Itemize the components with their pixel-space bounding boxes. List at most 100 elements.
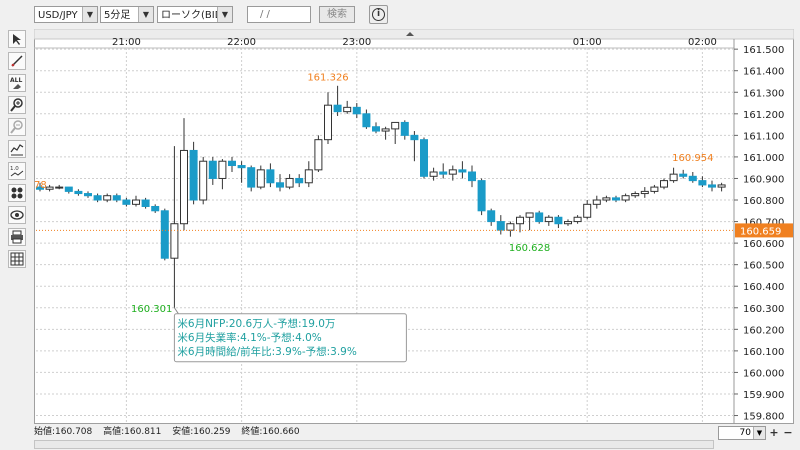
indicator-button[interactable] — [8, 140, 26, 158]
annotation-line: 米6月時間給/前年比:3.9%-予想:3.9% — [177, 345, 356, 358]
candle-body — [103, 195, 112, 201]
eye-icon — [10, 210, 24, 220]
timeframe-select[interactable]: 5分足 ▼ — [100, 6, 154, 23]
ohlc-status-bar: 始値:160.708 高値:160.811 安値:160.259 終値:160.… — [34, 425, 714, 439]
candlestick-chart[interactable]: 161.500 161.400 161.300 161.200 161.100 161.0… — [34, 29, 794, 424]
chevron-down-icon: ▼ — [82, 7, 97, 22]
candle-body — [314, 139, 323, 171]
numeric-indicator-button[interactable]: 1.0 — [8, 162, 26, 180]
candle-body — [199, 160, 208, 201]
high-price-label: 160.954 — [672, 153, 713, 164]
y-tick-label: 160.700 — [743, 218, 784, 229]
cursor-icon — [13, 34, 21, 45]
candle-body — [439, 171, 448, 175]
y-tick-label: 161.000 — [743, 153, 784, 164]
candle-body — [304, 169, 313, 184]
annotation-line: 米6月失業率:4.1%-予想:4.0% — [177, 331, 321, 344]
y-tick-label: 159.900 — [743, 390, 784, 401]
candle-body — [151, 205, 160, 212]
all-erase-icon: ALL — [10, 77, 22, 89]
zoom-in-icon — [10, 98, 23, 112]
candle-body — [429, 171, 438, 177]
candle-body — [400, 121, 409, 136]
annotation-pointer — [173, 307, 179, 315]
currency-pair-select[interactable]: USD/JPY ▼ — [34, 6, 98, 23]
candle-body — [372, 126, 380, 132]
y-tick-label: 160.500 — [743, 261, 784, 272]
y-tick-label: 159.800 — [743, 412, 784, 423]
y-tick-label: 160.800 — [743, 196, 784, 207]
currency-pair-value: USD/JPY — [38, 10, 78, 21]
current-price-tag — [735, 223, 793, 238]
candle-body — [660, 180, 668, 188]
zoom-select[interactable]: 70 ▼ — [718, 426, 766, 440]
candle-body — [180, 149, 188, 225]
table-button[interactable] — [8, 250, 26, 268]
candle-body — [170, 223, 179, 259]
scroll-up-strip — [34, 29, 794, 40]
candle-body — [218, 160, 227, 179]
chart-type-value: ローソク(BID) — [161, 10, 227, 21]
visibility-button[interactable] — [8, 206, 26, 224]
date-input[interactable]: / / — [247, 6, 311, 23]
candle-body — [256, 169, 265, 188]
candle-body — [496, 221, 505, 231]
line-tool-button[interactable] — [8, 52, 26, 70]
table-icon — [10, 252, 24, 266]
candle-body — [640, 190, 649, 195]
candle-body — [276, 182, 284, 188]
chart-area[interactable] — [34, 29, 794, 424]
candle-body — [717, 184, 726, 188]
candle-body — [324, 104, 332, 141]
candle-body — [487, 210, 496, 223]
svg-text:1.0: 1.0 — [10, 166, 19, 172]
candle-body — [141, 199, 150, 207]
candle-body — [679, 173, 688, 177]
y-tick-label: 160.300 — [743, 304, 784, 315]
close-value: 終値:160.660 — [241, 427, 300, 437]
y-tick-label: 161.500 — [743, 45, 784, 56]
candle-body — [669, 173, 678, 182]
candle-body — [84, 193, 92, 197]
erase-all-button[interactable]: ALL — [8, 74, 26, 92]
horizontal-scrollbar[interactable] — [34, 440, 714, 449]
candle-body — [266, 169, 275, 184]
zoom-out-button[interactable] — [8, 118, 26, 136]
candle-body — [228, 160, 236, 167]
zoom-out-minus-button[interactable]: − — [783, 426, 793, 439]
color-icon — [11, 187, 23, 199]
candle-body — [343, 106, 352, 113]
tool-palette: ALL 1.0 — [8, 30, 28, 272]
zoom-value: 70 — [739, 428, 751, 438]
candle-body — [477, 180, 486, 212]
y-tick-label: 160.600 — [743, 239, 784, 250]
open-value: 始値:160.708 — [34, 427, 93, 437]
y-tick-label: 160.000 — [743, 368, 784, 379]
search-button[interactable]: 検索 — [319, 6, 355, 23]
candle-body — [535, 212, 544, 223]
print-icon — [11, 230, 23, 244]
candle-body — [602, 197, 611, 201]
candle-body — [93, 195, 102, 201]
current-price-label: 160.659 — [740, 226, 781, 237]
left-edge-price-label: 78 — [34, 180, 47, 191]
candle-body — [516, 216, 524, 225]
candle-body — [208, 160, 217, 179]
info-button[interactable]: i — [369, 5, 388, 24]
color-button[interactable] — [8, 184, 26, 202]
zoom-in-plus-button[interactable]: + — [769, 426, 779, 439]
candle-body — [612, 197, 620, 201]
print-button[interactable] — [8, 228, 26, 246]
zoom-out-icon — [10, 120, 23, 134]
chart-type-select[interactable]: ローソク(BID) ▼ — [157, 6, 233, 23]
candle-body — [650, 186, 659, 192]
candle-body — [583, 203, 592, 218]
zoom-in-button[interactable] — [8, 96, 26, 114]
x-tick-label: 01:00 — [573, 37, 602, 48]
x-tick-label: 02:00 — [688, 37, 717, 48]
cursor-tool-button[interactable] — [8, 30, 26, 48]
candle-body — [295, 177, 304, 184]
candle-body — [708, 184, 716, 188]
candle-body — [391, 121, 400, 130]
x-tick-label: 21:00 — [112, 37, 141, 48]
